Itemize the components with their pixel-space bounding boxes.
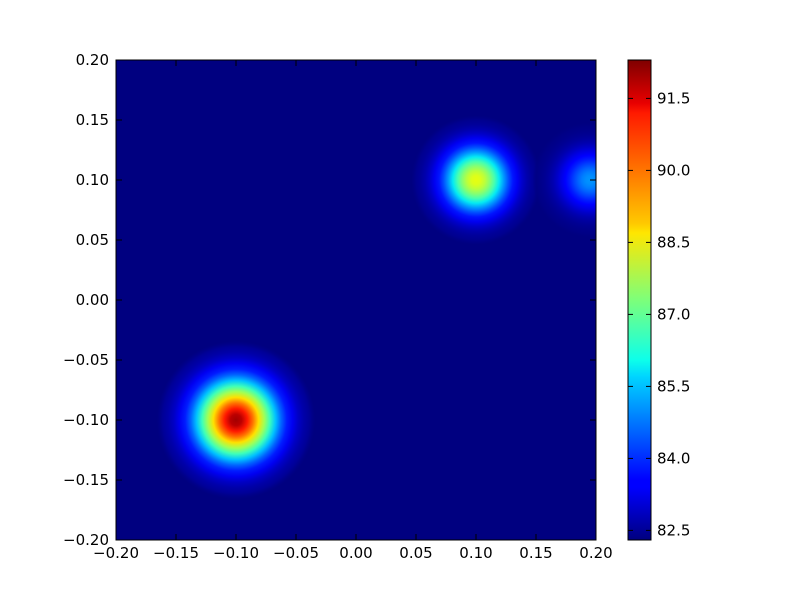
y-axis: −0.20 −0.15 −0.10 −0.05 0.00 0.05 0.10 0.15 0.20 (63, 51, 596, 549)
heat-peak-3 (532, 122, 596, 238)
colorbar: 82.5 84.0 85.5 87.0 88.5 90.0 91.5 (627, 59, 690, 541)
x-tick-label: −0.05 (273, 544, 319, 562)
colorbar-tick-label: 82.5 (657, 521, 690, 539)
x-tick-label: −0.20 (93, 544, 139, 562)
colorbar-tick-label: 88.5 (657, 233, 690, 251)
y-tick-label: 0.10 (76, 171, 109, 189)
x-tick-label: −0.15 (153, 544, 199, 562)
colorbar-ticks: 82.5 84.0 85.5 87.0 88.5 90.0 91.5 (628, 89, 690, 539)
x-tick-label: 0.15 (519, 544, 552, 562)
y-tick-label: 0.05 (76, 231, 109, 249)
peaks-layer (156, 115, 596, 500)
colorbar-tick-label: 87.0 (657, 305, 690, 323)
y-tick-label: 0.00 (76, 291, 109, 309)
colorbar-tick-label: 85.5 (657, 377, 690, 395)
colorbar-tick-label: 84.0 (657, 449, 690, 467)
x-tick-label: 0.00 (339, 544, 372, 562)
heat-peak-1 (156, 340, 316, 500)
colorbar-tick-label: 90.0 (657, 161, 690, 179)
y-tick-label: −0.15 (63, 471, 109, 489)
x-tick-label: 0.10 (459, 544, 492, 562)
y-tick-label: −0.10 (63, 411, 109, 429)
x-tick-label: −0.10 (213, 544, 259, 562)
x-tick-label: 0.20 (579, 544, 612, 562)
plot-area (116, 60, 596, 540)
colorbar-gradient (627, 59, 652, 541)
y-tick-label: −0.20 (63, 531, 109, 549)
x-axis: −0.20 −0.15 −0.10 −0.05 0.00 0.05 0.10 0.15 0.20 (93, 60, 613, 562)
y-tick-label: 0.20 (76, 51, 109, 69)
y-tick-label: −0.05 (63, 351, 109, 369)
colorbar-tick-label: 91.5 (657, 89, 690, 107)
heat-peak-2 (411, 115, 541, 245)
x-tick-label: 0.05 (399, 544, 432, 562)
y-tick-label: 0.15 (76, 111, 109, 129)
